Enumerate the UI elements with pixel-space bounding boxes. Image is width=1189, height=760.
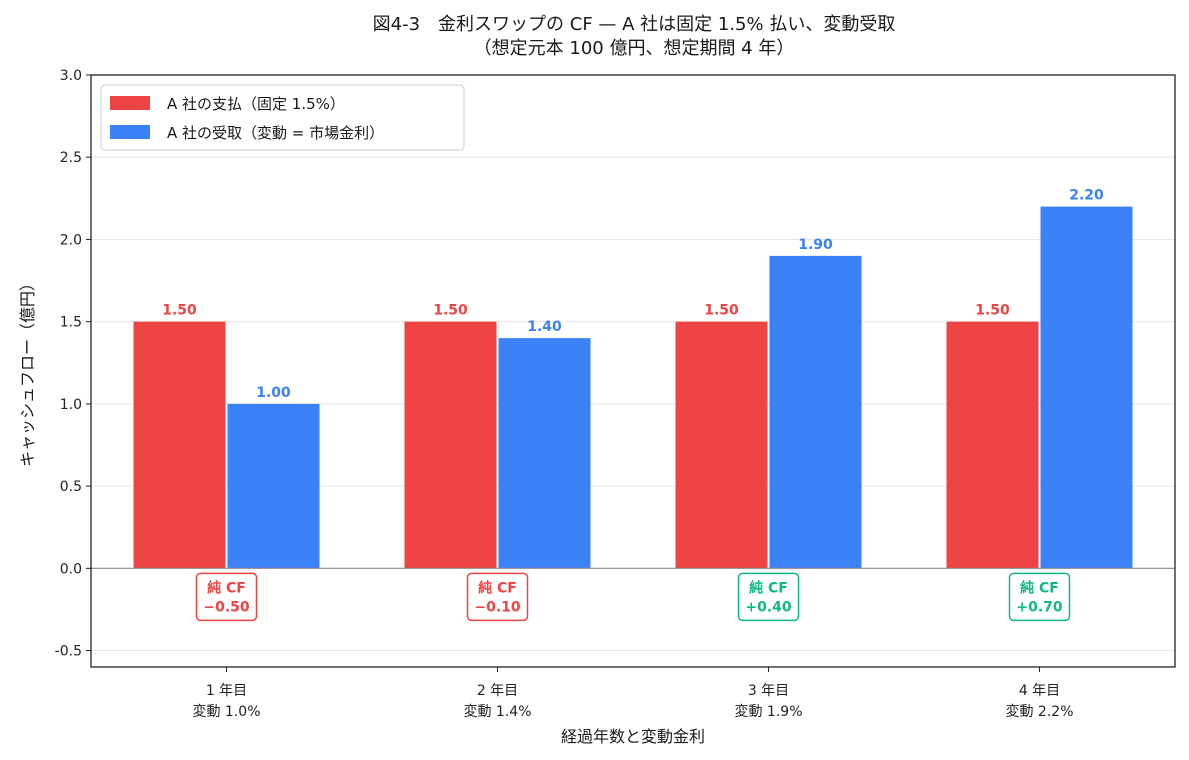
legend-label: A 社の支払（固定 1.5%） (167, 95, 345, 113)
net-cf-title: 純 CF (749, 579, 788, 596)
chart-subtitle: （想定元本 100 億円、想定期間 4 年） (474, 38, 795, 59)
x-tick-label-year: 1 年目 (206, 683, 247, 699)
x-tick-label-year: 2 年目 (477, 683, 518, 699)
x-tick-label-rate: 変動 2.2% (1005, 703, 1073, 720)
bar-value-label: 1.90 (798, 237, 833, 253)
bar-value-label: 1.50 (162, 303, 197, 319)
y-tick-label: 2.0 (60, 232, 82, 248)
bar-value-label: 1.50 (704, 303, 739, 319)
net-cf-title: 純 CF (1020, 579, 1059, 596)
bar-value-label: 1.40 (527, 319, 562, 335)
x-tick-label-rate: 変動 1.9% (734, 703, 802, 720)
net-cf-box (737, 572, 800, 622)
bar-value-label: 2.20 (1069, 188, 1104, 204)
x-axis-label: 経過年数と変動金利 (561, 727, 705, 746)
chart-title: 図4-3 金利スワップの CF — A 社は固定 1.5% 払い、変動受取 (373, 14, 896, 35)
bars-group: 1.50 1.50 1.50 1.50 1.00 1.40 1.90 2.20 (133, 188, 1133, 569)
x-tick-label-year: 3 年目 (748, 683, 789, 699)
y-axis-ticks: -0.5 0.0 0.5 1.0 1.5 2.0 2.5 3.0 (55, 68, 91, 660)
net-cf-group: 純 CF −0.50 純 CF −0.10 純 CF +0.40 純 CF +0.70 (195, 572, 1071, 622)
floating-receive-bar (1040, 206, 1133, 569)
x-tick-label-year: 4 年目 (1019, 683, 1060, 699)
fixed-pay-bar (946, 321, 1039, 569)
fixed-pay-bar (133, 321, 226, 569)
net-cf-value: −0.10 (474, 599, 521, 615)
y-tick-label: 2.5 (60, 150, 82, 166)
plot-frame (90, 74, 1176, 668)
legend-swatch (110, 96, 150, 110)
floating-receive-bar (227, 403, 320, 569)
net-cf-box (466, 572, 529, 622)
net-cf-value: +0.40 (745, 599, 792, 615)
net-cf-title: 純 CF (207, 579, 246, 596)
y-tick-label: 0.0 (60, 561, 82, 577)
bar-value-label: 1.50 (433, 303, 468, 319)
net-cf-title: 純 CF (478, 579, 517, 596)
y-axis-label: キャッシュフロー（億円） (18, 275, 37, 467)
y-tick-label: 1.5 (60, 315, 82, 331)
floating-receive-bar (498, 338, 591, 569)
y-tick-label: 1.0 (60, 397, 82, 413)
bar-value-label: 1.00 (256, 385, 291, 401)
fixed-pay-bar (675, 321, 768, 569)
bar-value-label: 1.50 (975, 303, 1010, 319)
net-cf-value: −0.50 (203, 599, 250, 615)
legend-box (100, 84, 465, 151)
legend-swatch (110, 125, 150, 139)
net-cf-box (195, 572, 258, 622)
x-tick-label-rate: 変動 1.0% (192, 703, 260, 720)
legend: A 社の支払（固定 1.5%） A 社の受取（変動 = 市場金利） (100, 84, 465, 151)
floating-receive-bar (769, 255, 862, 569)
net-cf-value: +0.70 (1016, 599, 1063, 615)
y-tick-label: -0.5 (55, 644, 82, 660)
y-tick-label: 0.5 (60, 479, 82, 495)
net-cf-box (1008, 572, 1071, 622)
x-tick-label-rate: 変動 1.4% (463, 703, 531, 720)
legend-label: A 社の受取（変動 = 市場金利） (167, 124, 384, 142)
y-tick-label: 3.0 (60, 68, 82, 84)
fixed-pay-bar (404, 321, 497, 569)
